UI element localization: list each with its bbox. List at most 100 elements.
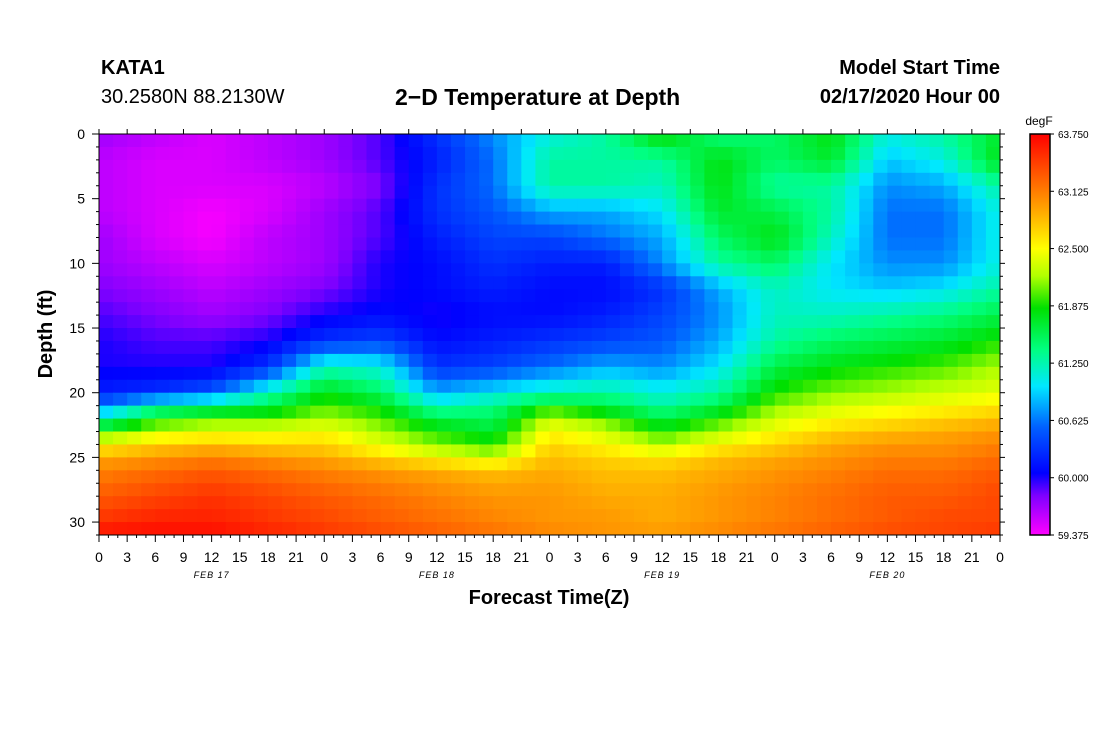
heatmap-cell bbox=[310, 444, 325, 458]
heatmap-cell bbox=[465, 340, 480, 355]
heatmap-cell bbox=[591, 340, 607, 355]
heatmap-cell bbox=[633, 172, 649, 187]
heatmap-cell bbox=[493, 353, 508, 368]
heatmap-cell bbox=[816, 159, 832, 174]
heatmap-cell bbox=[971, 353, 987, 368]
heatmap-cell bbox=[155, 418, 170, 433]
heatmap-cell bbox=[141, 444, 156, 458]
heatmap-cell bbox=[915, 224, 931, 239]
heatmap-cell bbox=[563, 237, 579, 252]
heatmap-cell bbox=[718, 444, 734, 458]
heatmap-cell bbox=[479, 509, 494, 523]
heatmap-cell bbox=[859, 263, 874, 277]
heatmap-cell bbox=[943, 237, 959, 252]
heatmap-cell bbox=[324, 418, 339, 433]
heatmap-cell bbox=[985, 172, 1000, 187]
heatmap-cell bbox=[901, 134, 917, 148]
heatmap-cell bbox=[465, 444, 480, 458]
heatmap-cell bbox=[619, 340, 635, 355]
heatmap-cell bbox=[310, 509, 325, 523]
heatmap-cell bbox=[521, 418, 537, 433]
heatmap-cell bbox=[957, 444, 973, 458]
heatmap-cell bbox=[957, 289, 973, 303]
heatmap-cell bbox=[732, 392, 748, 407]
heatmap-cell bbox=[718, 134, 734, 148]
heatmap-cell bbox=[436, 250, 452, 264]
heatmap-cell bbox=[408, 444, 424, 458]
heatmap-cell bbox=[99, 509, 114, 523]
heatmap-cell bbox=[915, 340, 931, 355]
heatmap-cell bbox=[310, 315, 325, 329]
heatmap-cell bbox=[507, 289, 522, 303]
heatmap-cell bbox=[169, 496, 185, 510]
heatmap-cell bbox=[887, 315, 903, 329]
heatmap-cell bbox=[169, 509, 185, 523]
heatmap-cell bbox=[422, 418, 438, 433]
heatmap-cell bbox=[816, 185, 832, 200]
heatmap-cell bbox=[450, 444, 466, 458]
station-coordinates: 30.2580N 88.2130W bbox=[101, 86, 285, 108]
heatmap-cell bbox=[549, 198, 565, 213]
heatmap-cell bbox=[985, 198, 1000, 213]
heatmap-cell bbox=[296, 250, 311, 264]
heatmap-cell bbox=[211, 431, 227, 446]
heatmap-cell bbox=[690, 418, 705, 433]
heatmap-cell bbox=[380, 444, 396, 458]
heatmap-cell bbox=[816, 392, 832, 407]
heatmap-cell bbox=[99, 224, 114, 239]
heatmap-cell bbox=[929, 198, 945, 213]
heatmap-cell bbox=[549, 134, 565, 148]
heatmap-cell bbox=[605, 302, 621, 316]
heatmap-cell bbox=[619, 509, 635, 523]
heatmap-cell bbox=[619, 457, 635, 471]
heatmap-cell bbox=[408, 237, 424, 252]
heatmap-cell bbox=[549, 353, 565, 368]
heatmap-cell bbox=[690, 224, 705, 239]
heatmap-cell bbox=[859, 522, 874, 535]
heatmap-cell bbox=[887, 444, 903, 458]
heatmap-cell bbox=[239, 353, 255, 368]
heatmap-cell bbox=[324, 198, 339, 213]
heatmap-cell bbox=[394, 263, 410, 277]
heatmap-cell bbox=[493, 289, 508, 303]
heatmap-cell bbox=[676, 250, 691, 264]
heatmap-cell bbox=[760, 328, 776, 342]
heatmap-cell bbox=[788, 237, 804, 252]
heatmap-cell bbox=[352, 146, 368, 161]
heatmap-cell bbox=[549, 185, 565, 200]
heatmap-cell bbox=[267, 146, 283, 161]
colorbar-tick-label: 60.000 bbox=[1058, 474, 1089, 485]
heatmap-cell bbox=[816, 509, 832, 523]
x-tick-label: 15 bbox=[908, 549, 924, 565]
heatmap-cell bbox=[929, 444, 945, 458]
heatmap-cell bbox=[521, 237, 537, 252]
heatmap-cell bbox=[408, 159, 424, 174]
heatmap-cell bbox=[282, 302, 297, 316]
heatmap-cell bbox=[943, 328, 959, 342]
heatmap-cell bbox=[605, 340, 621, 355]
heatmap-cell bbox=[774, 198, 790, 213]
heatmap-cell bbox=[662, 302, 677, 316]
heatmap-cell bbox=[985, 263, 1000, 277]
heatmap-cell bbox=[366, 431, 382, 446]
heatmap-cell bbox=[563, 470, 579, 484]
heatmap-cell bbox=[732, 353, 748, 368]
heatmap-cell bbox=[873, 134, 888, 148]
heatmap-cell bbox=[971, 366, 987, 381]
heatmap-cell bbox=[774, 340, 790, 355]
heatmap-cell bbox=[282, 250, 297, 264]
heatmap-cell bbox=[619, 483, 635, 497]
heatmap-cell bbox=[155, 134, 170, 148]
heatmap-cell bbox=[422, 211, 438, 226]
heatmap-cell bbox=[929, 250, 945, 264]
heatmap-cell bbox=[662, 224, 677, 239]
heatmap-cell bbox=[253, 496, 269, 510]
heatmap-cell bbox=[535, 172, 551, 187]
heatmap-cell bbox=[831, 457, 846, 471]
heatmap-cell bbox=[929, 470, 945, 484]
heatmap-cell bbox=[633, 276, 649, 290]
heatmap-cell bbox=[450, 353, 466, 368]
heatmap-cell bbox=[169, 276, 185, 290]
heatmap-cell bbox=[465, 289, 480, 303]
heatmap-cell bbox=[507, 366, 522, 381]
